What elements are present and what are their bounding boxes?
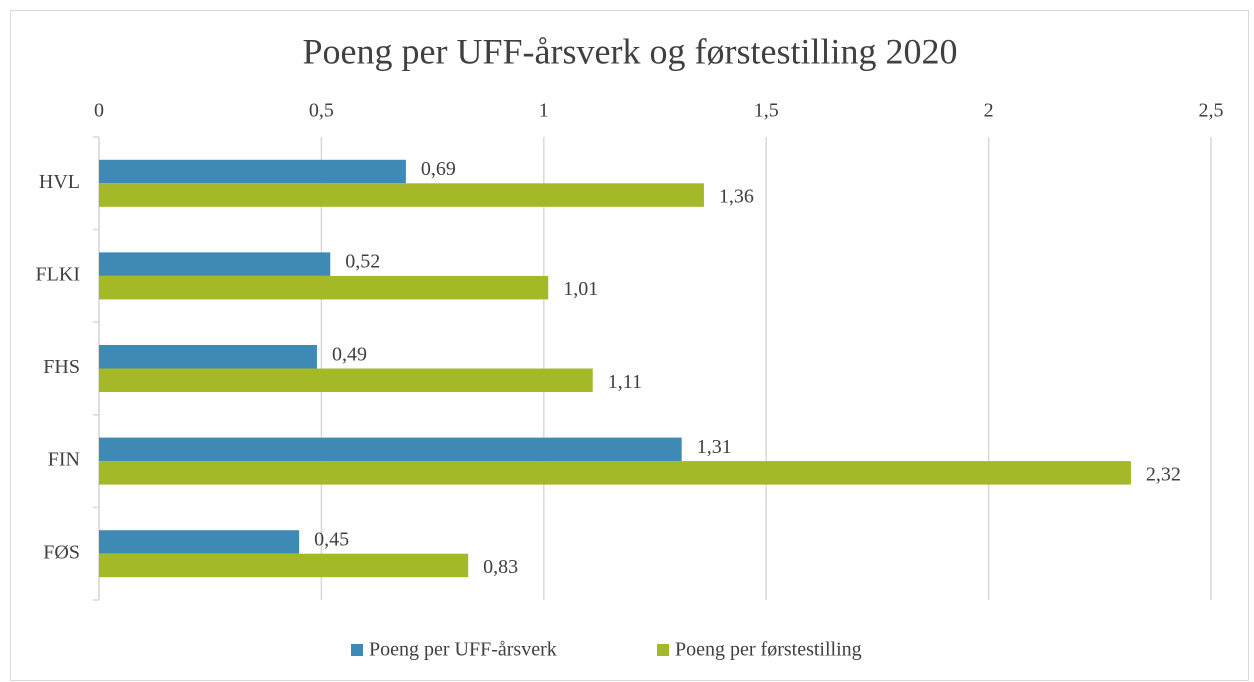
x-tick-label: 1,5: [754, 100, 779, 122]
y-tick-label: FHS: [43, 356, 80, 378]
bar: [99, 345, 317, 369]
data-label: 1,36: [719, 186, 754, 208]
data-label: 1,11: [608, 371, 642, 393]
y-tick-label: FIN: [48, 449, 80, 471]
chart-title: Poeng per UFF-årsverk og førstestilling …: [303, 31, 958, 71]
legend-label: Poeng per UFF-årsverk: [369, 639, 557, 661]
bar: [99, 159, 406, 184]
y-tick-label: FØS: [43, 541, 80, 563]
legend-swatch: [657, 644, 669, 656]
x-tick-label: 2,5: [1199, 100, 1224, 122]
legend-swatch: [351, 644, 363, 656]
bar: [99, 553, 469, 578]
bar: [99, 437, 682, 462]
legend-label: Poeng per førstestilling: [675, 639, 862, 661]
bar: [99, 368, 593, 392]
x-tick-label: 0: [94, 100, 104, 122]
x-tick-label: 1: [539, 100, 549, 122]
data-label: 0,69: [421, 158, 456, 180]
bar: [99, 461, 1131, 485]
bar: [99, 530, 300, 554]
x-tick-label: 2: [984, 100, 994, 122]
data-label: 0,52: [345, 251, 380, 273]
data-label: 1,31: [697, 436, 732, 458]
data-label: 2,32: [1146, 463, 1181, 485]
data-label: 0,45: [314, 529, 349, 551]
data-label: 1,01: [563, 278, 598, 300]
data-label: 0,49: [332, 343, 367, 365]
data-label: 0,83: [483, 556, 518, 578]
x-tick-label: 0,5: [309, 100, 334, 122]
bar: [99, 183, 704, 207]
y-tick-label: HVL: [39, 171, 80, 193]
bar: [99, 275, 549, 300]
y-tick-label: FLKI: [36, 263, 80, 285]
bar: [99, 252, 331, 276]
